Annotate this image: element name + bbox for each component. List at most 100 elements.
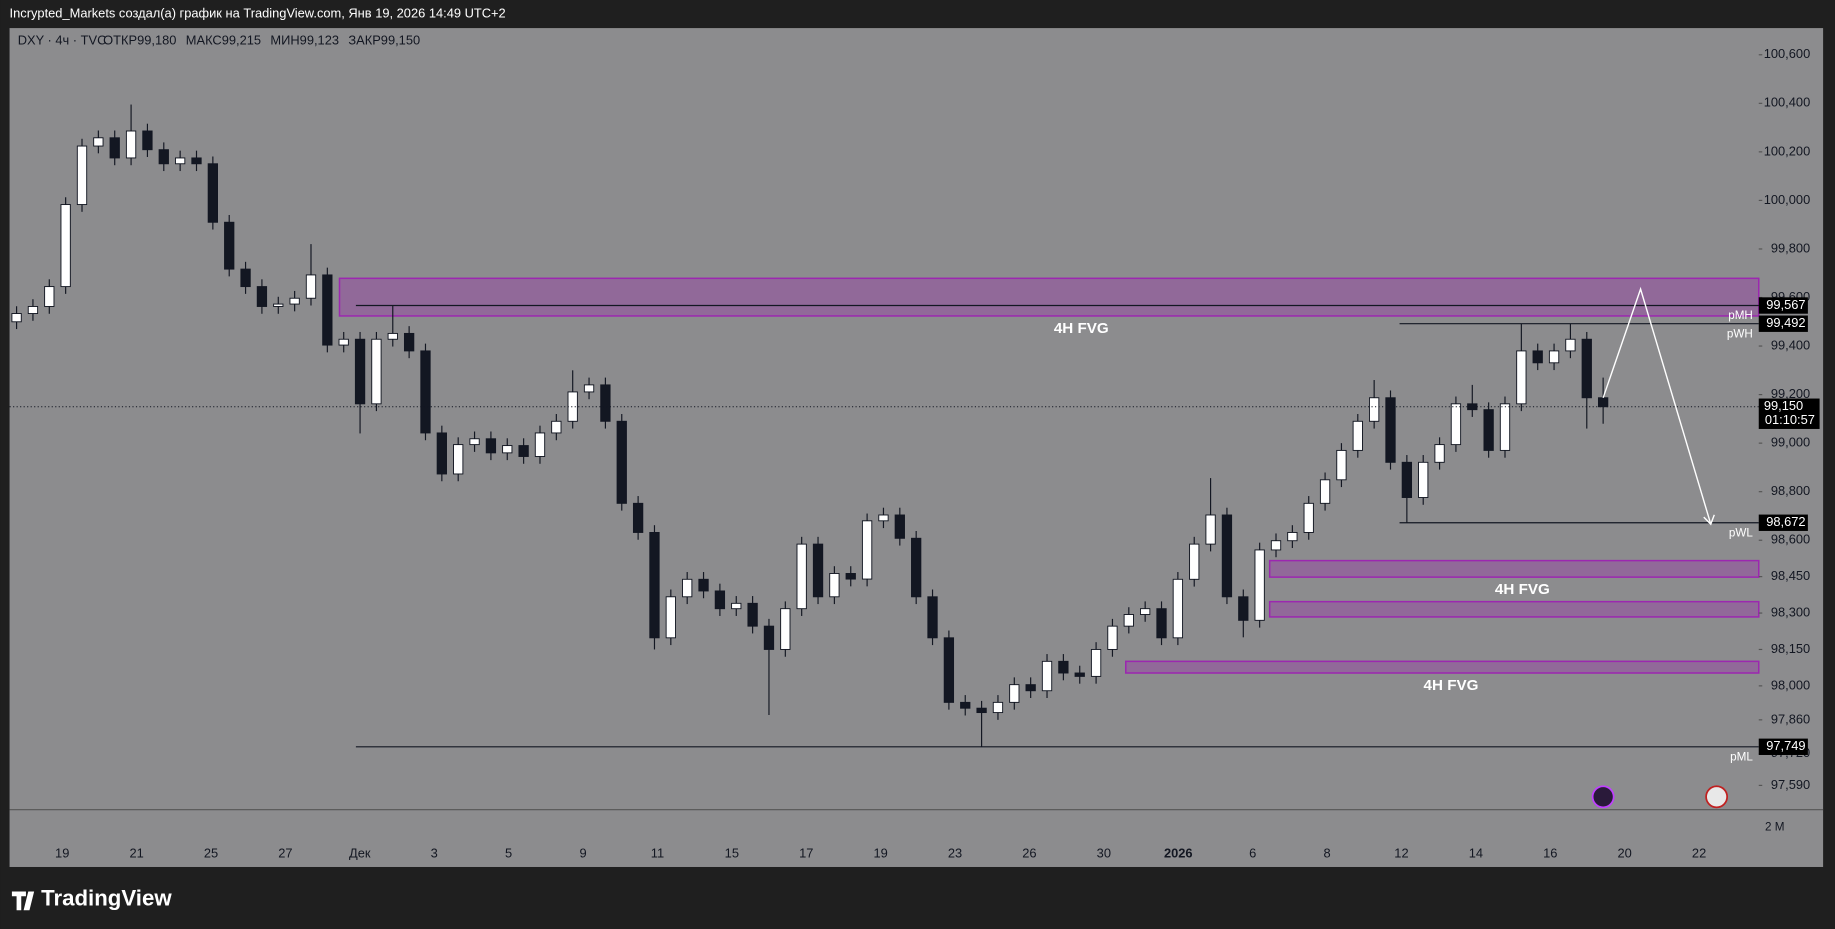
candle-body <box>829 573 840 598</box>
candle-body <box>1287 531 1298 542</box>
x-tick-label: 5 <box>505 846 512 861</box>
candle-body <box>1025 684 1036 692</box>
flag-icon[interactable] <box>1705 785 1729 809</box>
candle-body <box>174 157 186 165</box>
candle-body <box>453 444 464 475</box>
candle-body <box>387 332 398 340</box>
legend-name: МИН <box>270 32 299 47</box>
candle-body <box>600 384 611 422</box>
y-tick-label: 98,150 <box>1771 641 1810 656</box>
legend-value: 99,150 <box>381 32 420 47</box>
candle-body <box>1565 338 1576 352</box>
candle-body <box>125 130 137 159</box>
candle-body <box>960 701 971 709</box>
candle-body <box>1189 543 1200 580</box>
level-box <box>1758 738 1808 755</box>
legend-name: ОТКР <box>103 32 137 47</box>
candle-body <box>142 130 153 151</box>
y-tick-label: 98,600 <box>1771 532 1810 547</box>
x-tick-label: 25 <box>204 846 218 861</box>
projection-arrow <box>1602 286 1712 525</box>
logo-mark <box>11 891 35 911</box>
candle-body <box>354 338 366 405</box>
y-tick-label: 97,590 <box>1771 777 1810 792</box>
x-tick-label: 11 <box>651 846 664 861</box>
y-tick-label: 99,800 <box>1771 240 1810 255</box>
level-tag: pMH <box>1728 309 1753 322</box>
candle-body <box>1352 420 1363 451</box>
legend-symbol: DXY · 4ч · TVC <box>18 32 107 47</box>
candle-body <box>76 145 88 206</box>
fvg-label: 4H FVG <box>1054 320 1109 337</box>
candle-body <box>1319 479 1331 504</box>
x-tick-label: 8 <box>1323 846 1330 861</box>
x-tick-label: 22 <box>1692 846 1706 861</box>
candle-body <box>976 707 987 714</box>
candle-body <box>240 268 251 288</box>
candle-body <box>861 520 873 580</box>
candle-body <box>1254 549 1265 621</box>
level-price: 99,492 <box>1766 315 1805 330</box>
x-tick-label: 21 <box>129 846 143 861</box>
y-tick-label: 100,400 <box>1764 95 1810 110</box>
header-text: Incrypted_Markets создал(а) график на Tr… <box>10 5 506 20</box>
candle-body <box>567 391 578 422</box>
candle-body <box>224 221 235 270</box>
candle-body <box>518 445 529 457</box>
fvg-label: 4H FVG <box>1495 581 1550 598</box>
candle-body <box>1107 625 1118 650</box>
x-tick-label: 19 <box>55 846 69 861</box>
legend-name: ЗАКР <box>348 32 380 47</box>
candle-body <box>714 590 726 610</box>
candle-body <box>305 274 317 299</box>
candle-body <box>1336 449 1347 481</box>
candle-body <box>796 543 807 610</box>
candle-body <box>485 438 497 454</box>
candle-body <box>747 602 758 627</box>
candle-body <box>1270 540 1282 551</box>
candle-body <box>338 338 349 346</box>
x-tick-label: 16 <box>1543 846 1557 861</box>
candle-body <box>1368 397 1380 422</box>
level-box <box>1758 315 1808 332</box>
y-tick-label: 99,400 <box>1771 337 1810 352</box>
candle-body <box>1401 461 1413 498</box>
fvg-zone <box>1268 559 1760 578</box>
x-tick-label: 26 <box>1022 846 1036 861</box>
candle-body <box>420 350 431 434</box>
candle-body <box>191 157 202 165</box>
candle-body <box>256 286 268 307</box>
event-icon[interactable] <box>1591 785 1615 809</box>
level-box <box>1758 514 1808 531</box>
candle-body <box>502 445 513 454</box>
x-tick-label: Дек <box>349 846 371 861</box>
candle-body <box>1221 514 1233 598</box>
x-tick-label: 2026 <box>1164 846 1193 861</box>
candle-body <box>158 149 169 165</box>
candle-body <box>1041 660 1053 692</box>
candle-body <box>845 573 856 580</box>
y-tick-label: 98,300 <box>1771 604 1810 619</box>
candle-body <box>649 531 660 639</box>
candle-body <box>93 137 104 147</box>
candle-body <box>1074 672 1085 677</box>
candle-body <box>1548 350 1560 364</box>
candle-body <box>207 163 219 223</box>
candle-body <box>1434 444 1445 463</box>
level-tag: pWH <box>1727 327 1753 340</box>
legend-name: МАКС <box>186 32 222 47</box>
y-tick-label: 97,860 <box>1771 711 1810 726</box>
candle-body <box>371 338 382 405</box>
y-tick-label: 99,200 <box>1771 386 1810 401</box>
y-tick-label: 98,450 <box>1771 568 1810 583</box>
x-tick-label: 6 <box>1249 846 1256 861</box>
candle-body <box>1581 338 1592 399</box>
countdown: 01:10:57 <box>1765 412 1815 427</box>
chart-area <box>9 28 1824 867</box>
y-tick-label: 100,600 <box>1764 46 1810 61</box>
candle-body <box>698 578 709 592</box>
candle-body <box>1483 409 1494 451</box>
arrow-head <box>1703 514 1715 526</box>
fvg-zone <box>1125 660 1760 674</box>
